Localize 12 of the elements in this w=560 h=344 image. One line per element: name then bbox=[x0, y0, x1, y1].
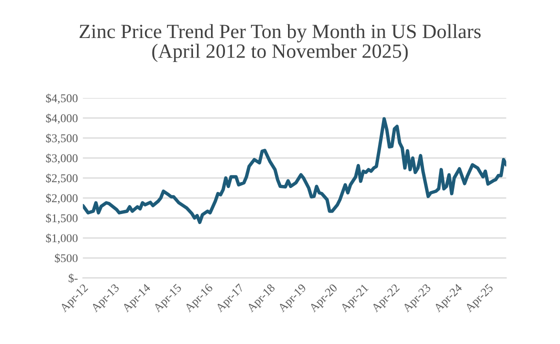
y-tick-label: $3,500 bbox=[46, 134, 78, 144]
y-tick-label: $4,500 bbox=[46, 94, 78, 104]
y-tick-label: $- bbox=[68, 274, 78, 283]
y-tick-label: $2,000 bbox=[46, 194, 78, 204]
chart-title: Zinc Price Trend Per Ton by Month in US Dollars (April 2012 to November 2025) bbox=[80, 24, 481, 62]
y-tick-label: $3,000 bbox=[46, 154, 78, 164]
y-tick-label: $2,500 bbox=[46, 174, 78, 184]
y-tick-label: $4,000 bbox=[46, 114, 78, 124]
y-tick-label: $1,500 bbox=[46, 214, 78, 224]
y-tick-label: $1,000 bbox=[46, 234, 78, 244]
y-tick-label: $500 bbox=[54, 254, 78, 263]
line-series bbox=[82, 117, 506, 224]
